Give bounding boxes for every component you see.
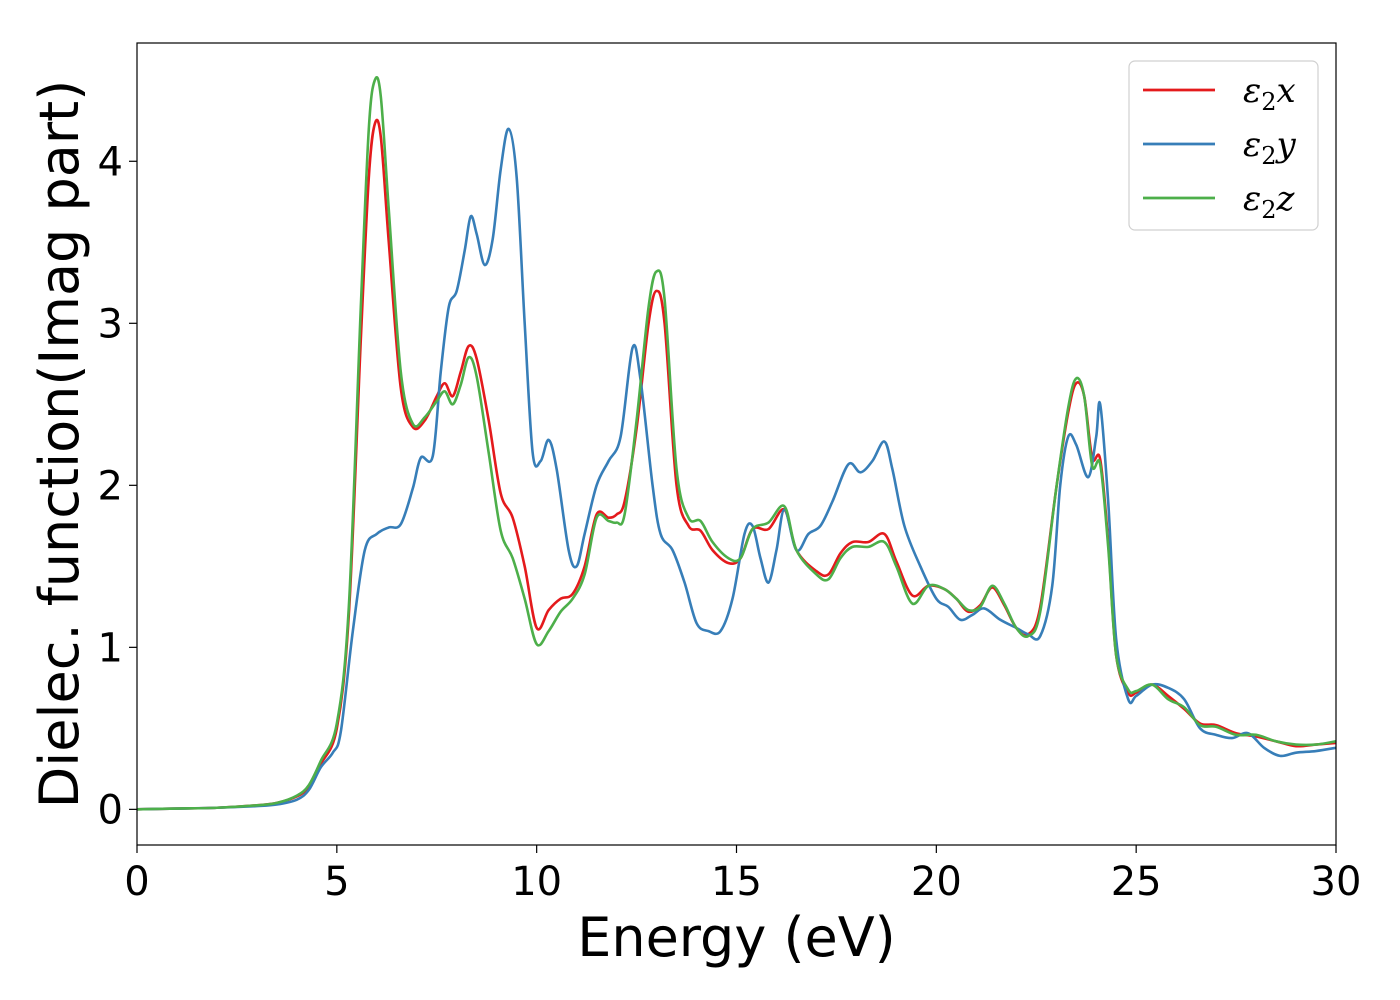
y-axis-title: Dielec. function(Imag part) [28, 80, 91, 809]
y-tick-label: 2 [98, 463, 123, 509]
x-axis-title: Energy (eV) [577, 906, 896, 969]
y-tick-label: 3 [98, 301, 123, 347]
x-tick-label: 20 [911, 859, 962, 905]
series-layer [137, 76, 1336, 811]
x-tick-label: 15 [711, 859, 762, 905]
x-tick-label: 25 [1111, 859, 1162, 905]
x-tick-label: 10 [511, 859, 562, 905]
legend-label-x: ε2x [1243, 71, 1296, 116]
x-tick-label: 30 [1311, 859, 1362, 905]
x-tick-label: 5 [324, 859, 349, 905]
y-tick-label: 0 [98, 787, 123, 833]
legend-label-y: ε2y [1243, 125, 1297, 170]
legend: ε2x ε2y ε2z [1128, 60, 1319, 231]
y-tick-label: 4 [98, 139, 123, 185]
series-line-z [137, 76, 1336, 811]
y-tick-label: 1 [98, 625, 123, 671]
x-axis: 0 5 10 15 20 25 30 [124, 845, 1361, 905]
y-axis: 0 1 2 3 4 [98, 139, 137, 833]
x-tick-label: 0 [124, 859, 149, 905]
series-line-x [137, 118, 1336, 811]
legend-label-z: ε2z [1243, 179, 1296, 224]
series-line-y [137, 127, 1336, 811]
legend-box [1128, 60, 1319, 231]
